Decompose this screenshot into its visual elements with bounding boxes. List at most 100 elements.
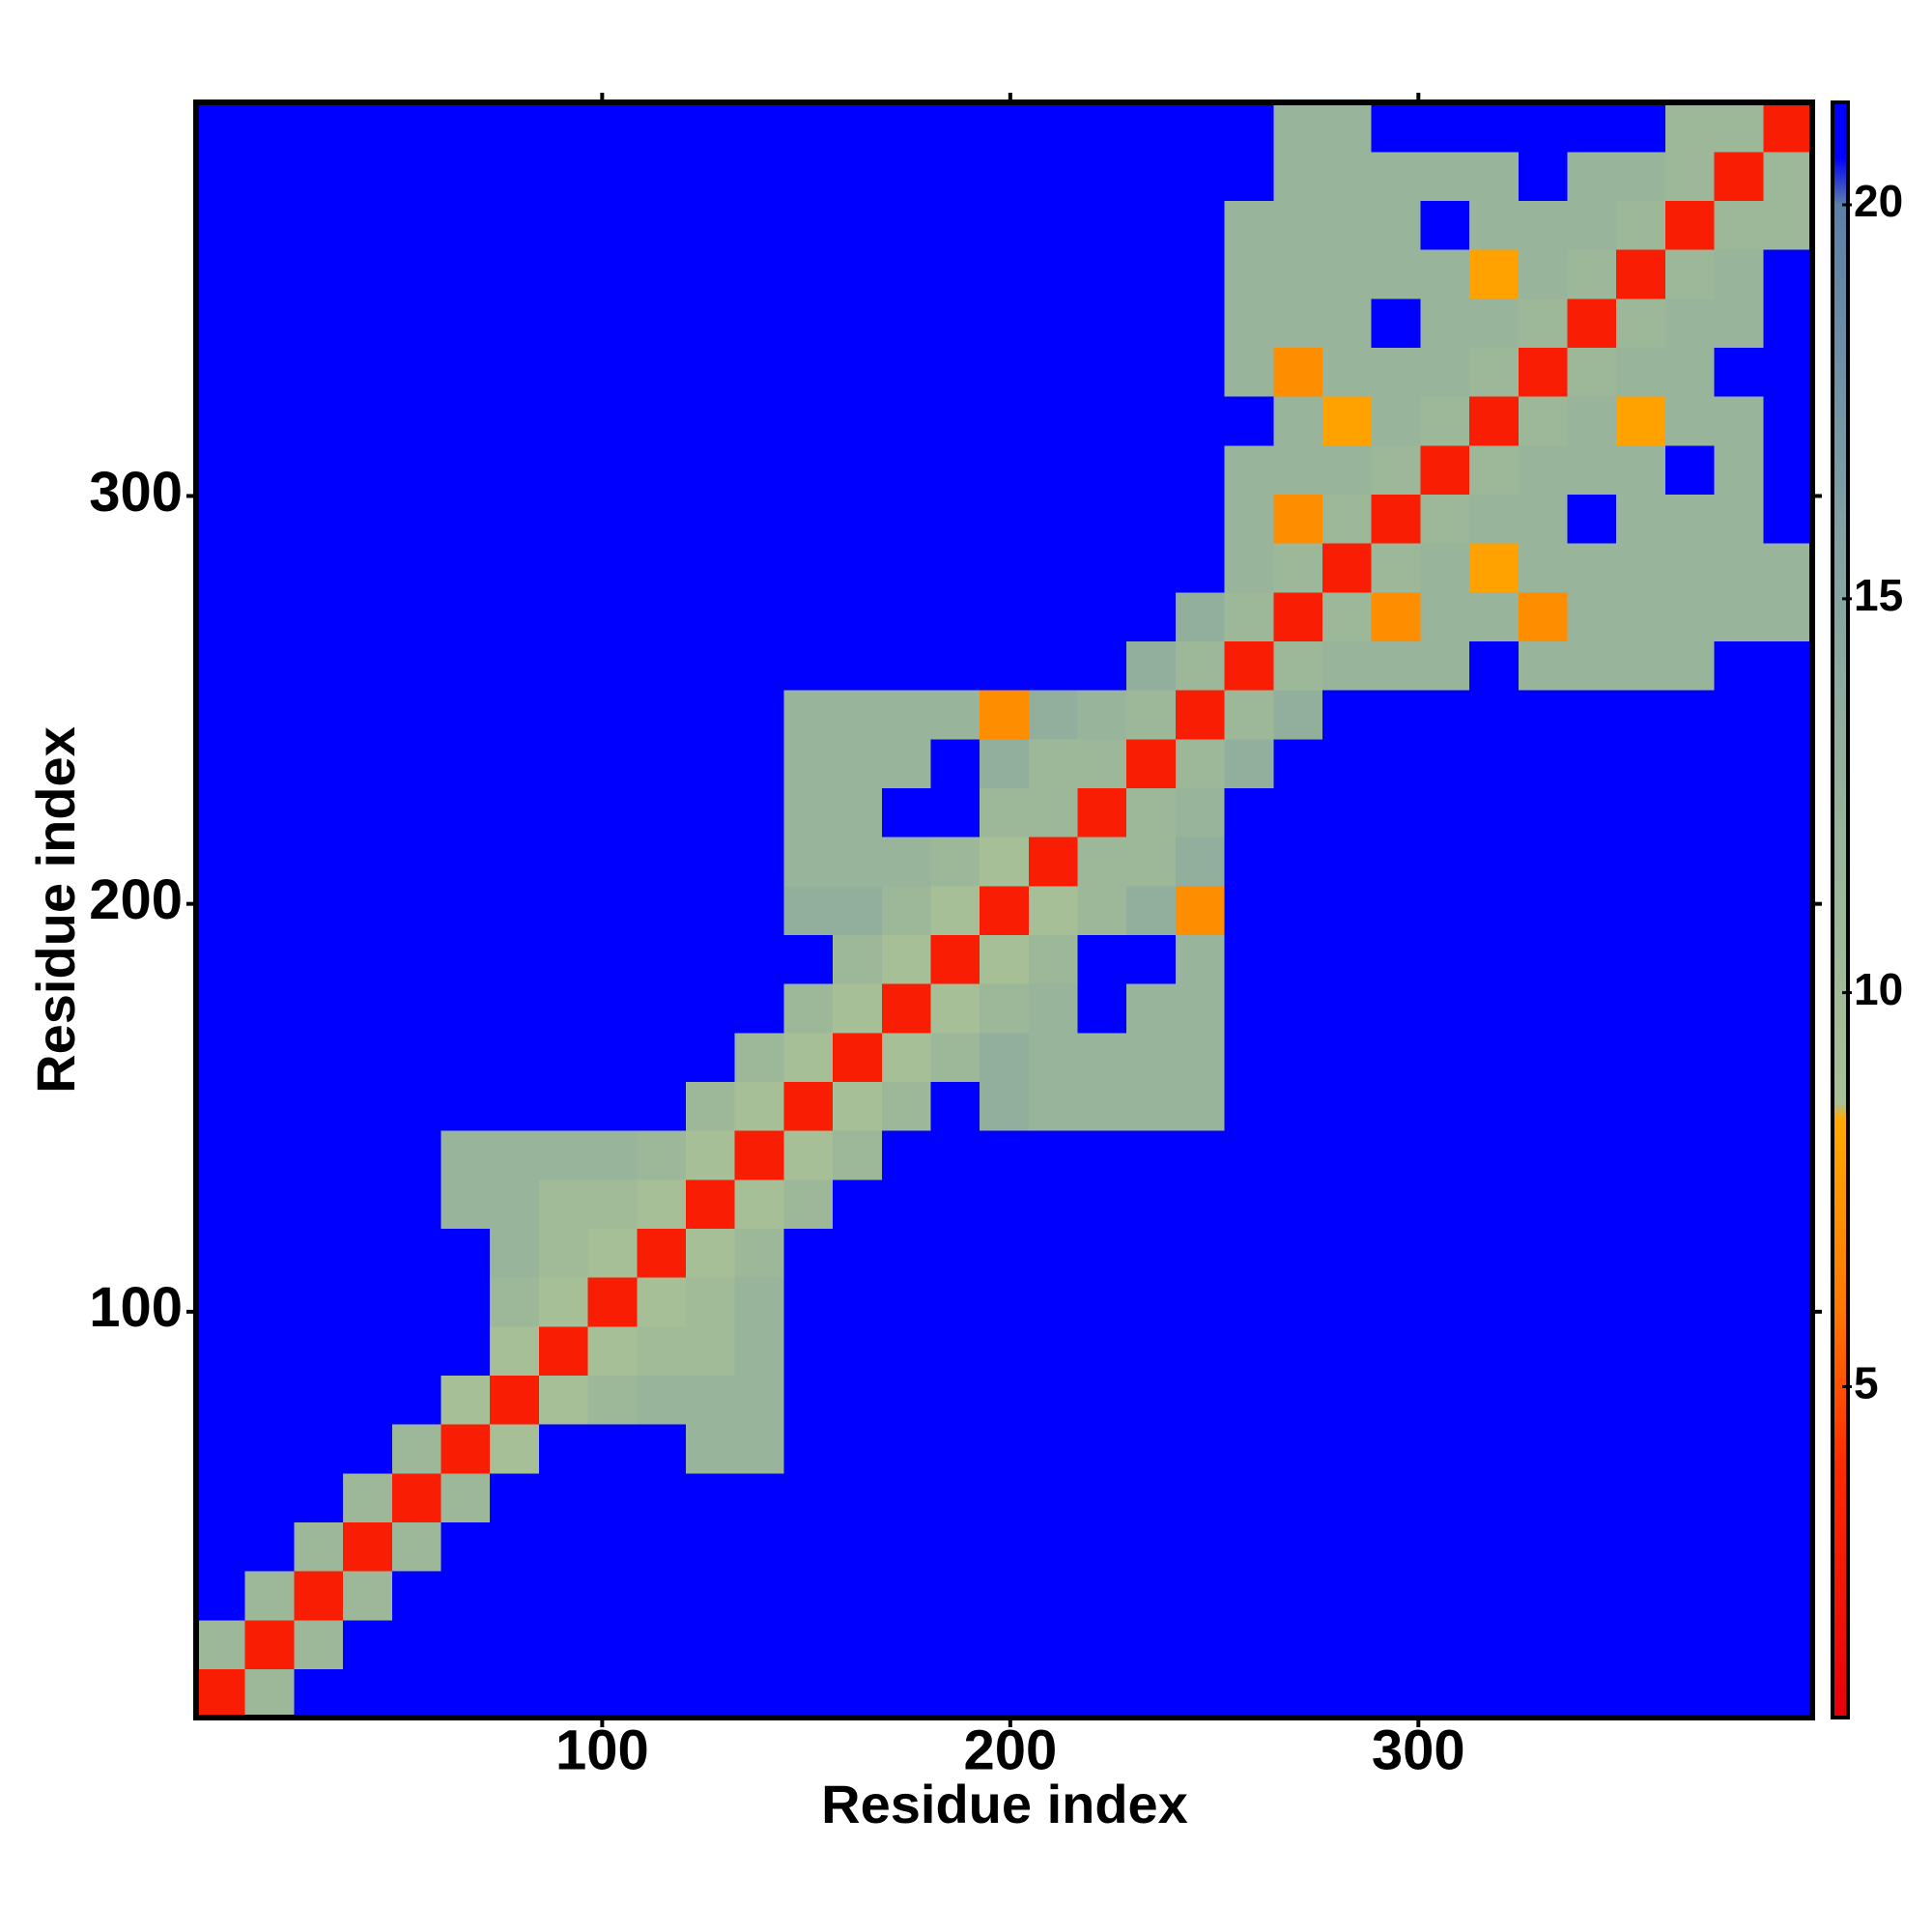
heatmap-cell: [391, 640, 442, 691]
heatmap-cell: [734, 151, 784, 201]
heatmap-cell: [1664, 249, 1716, 299]
heatmap-cell: [1664, 738, 1716, 788]
heatmap-cell: [538, 591, 589, 641]
heatmap-cell: [490, 200, 540, 250]
heatmap-cell: [637, 690, 687, 740]
heatmap-cell: [930, 1668, 980, 1719]
heatmap-cell: [1518, 1130, 1569, 1180]
heatmap-cell: [881, 543, 932, 593]
heatmap-cell: [1224, 1081, 1274, 1131]
heatmap-cell: [196, 983, 246, 1034]
heatmap-cell: [1273, 151, 1323, 201]
heatmap-cell: [244, 151, 295, 201]
heatmap-cell: [1469, 1228, 1520, 1278]
heatmap-cell: [833, 1325, 883, 1376]
x-axis-title: Residue index: [821, 1774, 1188, 1834]
heatmap-cell: [783, 347, 834, 397]
heatmap-cell: [196, 347, 246, 397]
heatmap-cell: [1518, 1325, 1569, 1376]
heatmap-cell: [1518, 640, 1569, 691]
heatmap-cell: [783, 494, 834, 544]
heatmap-cell: [294, 444, 344, 495]
heatmap-cell: [1077, 885, 1127, 935]
heatmap-cell: [980, 1375, 1030, 1425]
heatmap-cell: [1224, 151, 1274, 201]
heatmap-cell: [1028, 298, 1079, 348]
heatmap-cell: [1077, 1032, 1127, 1082]
heatmap-cell: [1420, 1472, 1470, 1522]
heatmap-cell: [930, 591, 980, 641]
heatmap-cell: [343, 1472, 393, 1522]
heatmap-cell: [685, 543, 736, 593]
heatmap-cell: [1763, 983, 1813, 1034]
heatmap-cell: [1469, 543, 1520, 593]
heatmap-cell: [930, 1619, 980, 1669]
heatmap-cell: [440, 738, 491, 788]
heatmap-cell: [587, 298, 638, 348]
heatmap-cell: [1028, 1375, 1079, 1425]
heatmap-cell: [1469, 494, 1520, 544]
heatmap-cell: [244, 1179, 295, 1229]
heatmap-cell: [1664, 102, 1716, 153]
heatmap-cell: [734, 1424, 784, 1474]
heatmap-cell: [1518, 1619, 1569, 1669]
heatmap-cell: [783, 1375, 834, 1425]
heatmap-cell: [783, 1228, 834, 1278]
heatmap-cell: [244, 1081, 295, 1131]
heatmap-cell: [1518, 249, 1569, 299]
heatmap-cell: [980, 1472, 1030, 1522]
heatmap-cell: [244, 1325, 295, 1376]
heatmap-cell: [1077, 1130, 1127, 1180]
heatmap-cell: [587, 690, 638, 740]
heatmap-cell: [980, 1325, 1030, 1376]
heatmap-cell: [196, 1424, 246, 1474]
heatmap-cell: [196, 1571, 246, 1621]
heatmap-cell: [1175, 591, 1226, 641]
heatmap-cell: [734, 1277, 784, 1327]
heatmap-cell: [1322, 1472, 1373, 1522]
heatmap-cell: [833, 102, 883, 153]
heatmap-cell: [1224, 1571, 1274, 1621]
heatmap-cell: [734, 1325, 784, 1376]
heatmap-cell: [391, 1277, 442, 1327]
heatmap-cell: [1077, 249, 1127, 299]
heatmap-cell: [1028, 494, 1079, 544]
heatmap-cell: [587, 1179, 638, 1229]
heatmap-cell: [1420, 1325, 1470, 1376]
heatmap-cell: [1763, 1081, 1813, 1131]
heatmap-cell: [440, 1179, 491, 1229]
heatmap-cell: [637, 885, 687, 935]
heatmap-cell: [685, 347, 736, 397]
heatmap-cell: [1420, 298, 1470, 348]
heatmap-cell: [391, 885, 442, 935]
heatmap-cell: [587, 738, 638, 788]
heatmap-cell: [1175, 543, 1226, 593]
heatmap-cell: [1224, 444, 1274, 495]
heatmap-cell: [1322, 1228, 1373, 1278]
heatmap-cell: [833, 444, 883, 495]
heatmap-cell: [930, 543, 980, 593]
heatmap-cell: [1322, 591, 1373, 641]
heatmap-cell: [1224, 983, 1274, 1034]
heatmap-cell: [980, 837, 1030, 887]
heatmap-cell: [783, 591, 834, 641]
heatmap-cell: [294, 837, 344, 887]
heatmap-cell: [196, 396, 246, 446]
heatmap-cell: [1224, 1130, 1274, 1180]
heatmap-cell: [1224, 738, 1274, 788]
heatmap-cell: [1420, 151, 1470, 201]
heatmap-cell: [1077, 1472, 1127, 1522]
heatmap-cell: [1664, 1032, 1716, 1082]
heatmap-cell: [1371, 1081, 1422, 1131]
heatmap-cell: [930, 1375, 980, 1425]
heatmap-cell: [1616, 738, 1666, 788]
heatmap-cell: [1420, 1032, 1470, 1082]
heatmap-cell: [1518, 1472, 1569, 1522]
heatmap-cell: [343, 738, 393, 788]
heatmap-cell: [391, 591, 442, 641]
heatmap-cell: [196, 1130, 246, 1180]
heatmap-cell: [1616, 837, 1666, 887]
heatmap-cell: [1371, 591, 1422, 641]
heatmap-cell: [1273, 1424, 1323, 1474]
heatmap-cell: [1224, 1325, 1274, 1376]
